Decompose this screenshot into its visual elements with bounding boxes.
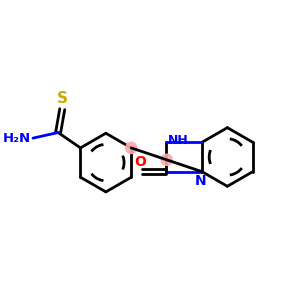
Text: S: S (57, 92, 68, 106)
Text: N: N (195, 174, 206, 188)
Circle shape (161, 154, 172, 165)
Text: H₂N: H₂N (3, 132, 31, 145)
Text: O: O (135, 155, 146, 170)
Text: NH: NH (168, 134, 189, 147)
Circle shape (126, 142, 137, 154)
